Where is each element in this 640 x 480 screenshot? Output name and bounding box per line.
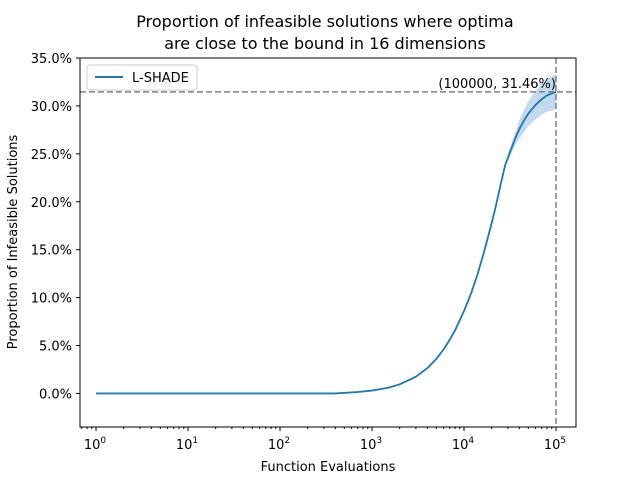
chart-title-line-1: Proportion of infeasible solutions where… [136,12,513,31]
x-tick-label: 103 [360,436,382,453]
x-axis-label: Function Evaluations [261,460,396,475]
x-tick-label: 102 [268,436,290,453]
y-tick-label: 25.0% [31,148,72,163]
y-axis-label: Proportion of Infeasible Solutions [6,134,21,349]
x-tick-label: 104 [452,436,475,453]
x-tick-label: 100 [84,436,107,453]
y-tick-label: 30.0% [31,100,72,115]
axes-frame [79,57,577,428]
chart-title-line-2: are close to the bound in 16 dimensions [164,34,486,53]
legend-label: L-SHADE [132,71,189,86]
y-tick-label: 10.0% [31,292,72,307]
y-tick-label: 20.0% [31,196,72,211]
y-tick-label: 0.0% [39,387,72,402]
annotation-label: (100000, 31.46%) [438,77,556,92]
x-tick-label: 101 [176,436,198,453]
series-line [96,91,557,395]
x-tick-label: 105 [544,436,566,453]
y-axis: 0.0% 5.0% 10.0% 15.0% 20.0% 25.0% 30.0% 35.0% [31,52,80,402]
confidence-band [96,74,556,394]
x-axis: 100 101 102 103 104 105 [81,427,566,453]
legend: L-SHADE [86,64,198,91]
y-tick-label: 15.0% [31,244,72,259]
legend-box [86,64,198,91]
y-tick-label: 5.0% [39,340,72,355]
y-tick-label: 35.0% [31,52,72,67]
plot-area: (100000, 31.46%) [80,58,576,427]
